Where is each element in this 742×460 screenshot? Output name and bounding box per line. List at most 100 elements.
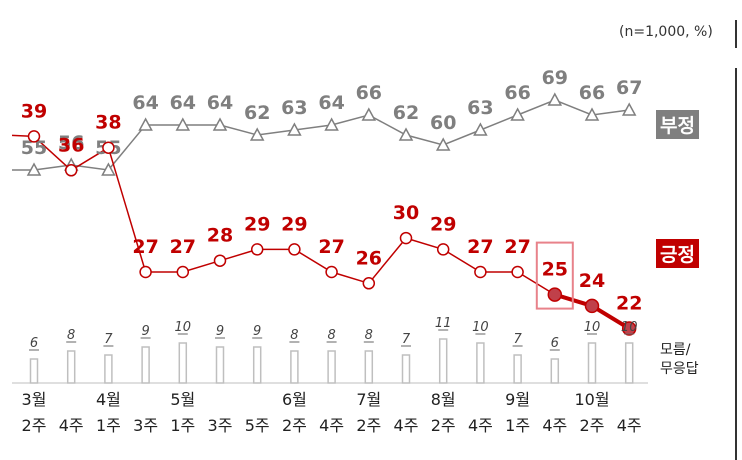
- positive-point: [325, 265, 338, 279]
- dontknow-bar: [513, 354, 522, 384]
- x-week-label: 3주: [208, 416, 233, 435]
- x-week-label: 4주: [59, 416, 84, 435]
- dontknow-bar: [141, 346, 150, 384]
- negative-value-label: 69: [542, 67, 568, 89]
- negative-point: [287, 122, 302, 136]
- dontknow-bar: [290, 350, 299, 384]
- x-week-label: 2주: [356, 416, 381, 435]
- positive-point: [474, 265, 487, 279]
- negative-value-label: 55: [21, 137, 47, 159]
- x-week-label: 4주: [468, 416, 493, 435]
- highlight-box: [535, 241, 574, 310]
- x-week-label: 4주: [617, 416, 642, 435]
- negative-point: [101, 162, 116, 176]
- positive-value-label: 29: [244, 213, 270, 235]
- positive-point: [584, 298, 600, 314]
- dontknow-value-label: 9: [216, 324, 224, 339]
- positive-value-label: 39: [21, 100, 47, 122]
- negative-value-label: 67: [616, 77, 642, 99]
- positive-value-label: 24: [579, 270, 605, 292]
- dontknow-value-label: 11: [435, 316, 452, 331]
- x-month-label: 10월: [574, 390, 609, 409]
- positive-value-label: 27: [318, 236, 344, 258]
- negative-point: [26, 162, 42, 176]
- positive-point: [547, 287, 563, 302]
- positive-point: [213, 254, 227, 267]
- x-month-label: 6월: [282, 390, 307, 409]
- negative-value-label: 60: [430, 112, 456, 134]
- negative-value-label: 66: [356, 82, 382, 104]
- negative-value-label: 56: [58, 132, 84, 154]
- x-month-label: 3월: [22, 390, 47, 409]
- negative-value-label: 64: [207, 92, 233, 114]
- negative-value-label: 66: [504, 82, 530, 104]
- positive-value-label: 28: [207, 225, 233, 247]
- dontknow-value-label: 10: [175, 320, 192, 335]
- negative-point: [249, 127, 265, 141]
- positive-point: [621, 321, 637, 336]
- positive-value-label: 36: [58, 134, 84, 156]
- dontknow-value-label: 8: [327, 328, 335, 343]
- positive-point: [399, 231, 413, 245]
- negative-point: [473, 122, 488, 136]
- x-week-label: 2주: [22, 416, 47, 435]
- x-month-label: 9월: [505, 390, 530, 409]
- x-week-label: 1주: [505, 416, 530, 435]
- legend-positive: 긍정: [656, 239, 699, 268]
- negative-point: [361, 107, 377, 121]
- negative-value-label: 63: [281, 97, 307, 119]
- dontknow-bar: [364, 350, 374, 384]
- positive-point: [362, 277, 376, 290]
- dontknow-bar: [252, 346, 262, 384]
- x-week-label: 2주: [282, 416, 307, 435]
- positive-value-label: 25: [542, 259, 568, 281]
- negative-value-label: 62: [244, 102, 270, 124]
- dontknow-bar: [550, 358, 560, 384]
- positive-value-label: 27: [467, 236, 493, 258]
- negative-point: [547, 92, 563, 106]
- x-week-label: 2주: [431, 416, 456, 435]
- negative-point: [398, 127, 414, 141]
- dontknow-value-label: 8: [365, 328, 373, 343]
- legend-dontknow-line2: 무응답: [660, 361, 699, 377]
- unit-note: (n=1,000, %): [619, 24, 713, 40]
- positive-value-label: 27: [132, 236, 158, 258]
- positive-point: [102, 141, 115, 154]
- positive-point: [288, 243, 301, 256]
- positive-point: [64, 164, 78, 177]
- x-month-label: 5월: [170, 390, 195, 409]
- negative-value-label: 64: [318, 92, 344, 114]
- dontknow-bar: [215, 346, 225, 384]
- x-month-label: 7월: [356, 390, 381, 409]
- positive-point: [176, 265, 190, 279]
- dontknow-value-label: 7: [104, 332, 113, 347]
- dontknow-bar: [327, 350, 336, 384]
- negative-point: [212, 117, 228, 131]
- x-week-label: 2주: [580, 416, 605, 435]
- x-month-label: 4월: [96, 390, 121, 409]
- positive-point: [250, 243, 264, 256]
- positive-point: [511, 265, 524, 279]
- negative-point: [324, 117, 339, 131]
- positive-value-label: 22: [616, 293, 642, 315]
- dontknow-value-label: 7: [513, 332, 522, 347]
- dontknow-value-label: 8: [67, 328, 75, 343]
- x-month-label: 8월: [431, 390, 456, 409]
- positive-value-label: 27: [504, 236, 530, 258]
- dontknow-bar: [178, 342, 188, 384]
- legend-negative: 부정: [656, 110, 699, 139]
- right-border: [735, 20, 737, 48]
- dontknow-value-label: 9: [253, 324, 261, 339]
- positive-value-label: 29: [281, 213, 307, 235]
- negative-point: [621, 102, 637, 116]
- dontknow-bar: [476, 342, 485, 384]
- x-week-label: 1주: [170, 416, 195, 435]
- positive-point: [27, 130, 41, 143]
- positive-value-label: 29: [430, 213, 456, 235]
- negative-point: [138, 117, 153, 131]
- dontknow-value-label: 8: [290, 328, 298, 343]
- dontknow-bar: [438, 338, 448, 384]
- positive-point: [139, 265, 152, 279]
- legend-dontknow-line1: 모름/: [660, 342, 691, 358]
- x-week-label: 4주: [394, 416, 419, 435]
